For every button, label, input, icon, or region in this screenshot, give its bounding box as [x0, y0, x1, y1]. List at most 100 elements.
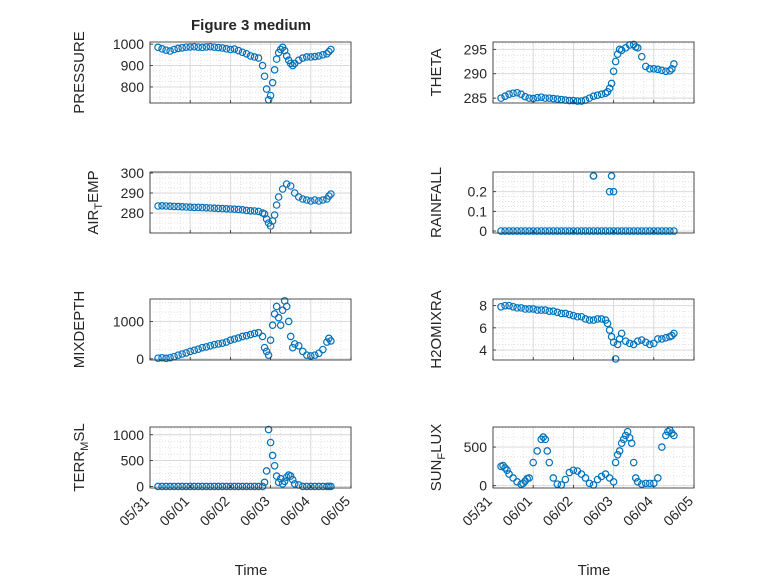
- pressure-data-point: [323, 49, 331, 58]
- pressure-data-point: [230, 45, 239, 53]
- terr_msl-data-point: [266, 438, 275, 447]
- h2omixra-y-tick-label: 4: [479, 342, 487, 358]
- sun_flux-data-point: [499, 461, 507, 470]
- mixdepth-data-point: [254, 328, 263, 337]
- pressure-data-point: [282, 52, 291, 60]
- h2omixra-data-point: [569, 311, 578, 320]
- terr_msl-markers: [154, 425, 335, 491]
- pressure-data-point: [186, 43, 195, 51]
- terr_msl-data-point: [158, 482, 166, 491]
- air_temp-data-point: [182, 203, 190, 211]
- pressure-y-tick-label: 1000: [113, 36, 144, 52]
- air_temp-data-point: [327, 190, 335, 198]
- h2omixra-data-point: [585, 316, 594, 324]
- terr_msl-data-point: [286, 472, 295, 480]
- sun_flux-data-point: [585, 479, 594, 488]
- mixdepth-data-point: [272, 302, 281, 311]
- pressure-data-point: [174, 44, 182, 53]
- air_temp-data-point: [158, 202, 166, 210]
- rainfall-data-point: [509, 227, 517, 235]
- terr_msl-data-point: [194, 482, 203, 491]
- terr_msl-data-point: [198, 482, 207, 491]
- theta-data-point: [607, 79, 616, 88]
- rainfall-data-point: [541, 227, 550, 235]
- mixdepth-data-point: [158, 353, 166, 362]
- air_temp-data-point: [315, 197, 323, 205]
- sun_flux-y-axis-label: SUNFLUX: [428, 424, 448, 492]
- h2omixra-data-point: [545, 307, 554, 316]
- theta-data-point: [668, 65, 676, 73]
- mixdepth-data-point: [319, 345, 327, 354]
- air_temp-data-point: [166, 202, 174, 211]
- theta-data-point: [553, 95, 562, 103]
- h2omixra-data-point: [513, 304, 521, 312]
- theta-y-tick-label: 290: [464, 66, 488, 82]
- air_temp-data-point: [254, 207, 263, 216]
- terr_msl-data-point: [268, 451, 277, 460]
- x-axis-label-right: Time: [578, 562, 611, 579]
- mixdepth-data-point: [278, 306, 287, 315]
- pressure-data-point: [262, 85, 271, 93]
- mixdepth-data-point: [315, 349, 323, 358]
- air_temp-data-point: [234, 205, 243, 214]
- theta-data-point: [645, 65, 654, 73]
- mixdepth-data-point: [166, 353, 174, 362]
- mixdepth-data-point: [186, 347, 195, 356]
- mixdepth-data-point: [246, 330, 255, 339]
- air_temp-data-point: [272, 201, 281, 209]
- terr_msl-data-point: [290, 480, 299, 488]
- pressure-data-point: [294, 56, 303, 64]
- sun_flux-data-point: [629, 458, 638, 467]
- h2omixra-data-point: [565, 310, 574, 319]
- pressure-data-point: [194, 43, 203, 51]
- terr_msl-data-point: [210, 482, 219, 491]
- terr_msl-data-point: [250, 482, 259, 491]
- terr_msl-data-point: [242, 482, 251, 491]
- h2omixra-data-point: [573, 312, 582, 321]
- theta-data-point: [513, 88, 521, 97]
- mixdepth-data-point: [214, 340, 223, 348]
- mixdepth-data-point: [218, 339, 227, 347]
- sun_flux-data-point: [577, 470, 586, 478]
- air_temp-data-point: [202, 204, 211, 212]
- terr_msl-data-point: [298, 482, 307, 491]
- mixdepth-data-point: [258, 332, 267, 341]
- sun_flux-data-point: [525, 474, 533, 482]
- air_temp-data-point: [198, 203, 207, 212]
- pressure-data-point: [198, 43, 207, 52]
- theta-data-point: [670, 60, 678, 68]
- air_temp-data-point: [210, 204, 219, 213]
- theta-data-point: [537, 93, 546, 101]
- theta-data-point: [613, 50, 622, 59]
- h2omixra-data-point: [589, 316, 598, 324]
- rainfall-data-point: [589, 172, 598, 180]
- rainfall-data-point: [649, 227, 658, 235]
- rainfall-data-point: [613, 227, 622, 235]
- x-axis-label-left: Time: [235, 562, 268, 579]
- rainfall-data-point: [605, 227, 614, 235]
- mixdepth-data-point: [294, 341, 303, 350]
- mixdepth-data-point: [162, 354, 170, 363]
- sun_flux-data-point: [613, 450, 622, 459]
- terr_msl-data-point: [214, 482, 223, 491]
- pressure-data-point: [218, 44, 227, 52]
- theta-axes-frame: [492, 41, 695, 104]
- pressure-data-point: [270, 66, 279, 74]
- mixdepth-data-point: [276, 321, 285, 329]
- mixdepth-data-point: [230, 335, 239, 343]
- sun_flux-data-point: [627, 439, 636, 448]
- air_temp-data-point: [246, 207, 255, 215]
- rainfall-data-point: [529, 227, 538, 235]
- theta-y-tick-label: 295: [464, 41, 488, 57]
- sun_flux-data-point: [668, 429, 676, 437]
- sun_flux-data-point: [501, 464, 509, 472]
- air_temp-y-axis-label: AIRTEMP: [85, 170, 105, 234]
- pressure-data-point: [238, 48, 247, 57]
- theta-y-tick-label: 285: [464, 90, 488, 106]
- h2omixra-data-point: [641, 338, 650, 347]
- sun_flux-data-point: [641, 479, 650, 488]
- pressure-data-point: [246, 52, 255, 60]
- rainfall-data-point: [533, 227, 542, 235]
- theta-data-point: [605, 84, 614, 93]
- sun_flux-major-grid: [492, 427, 695, 488]
